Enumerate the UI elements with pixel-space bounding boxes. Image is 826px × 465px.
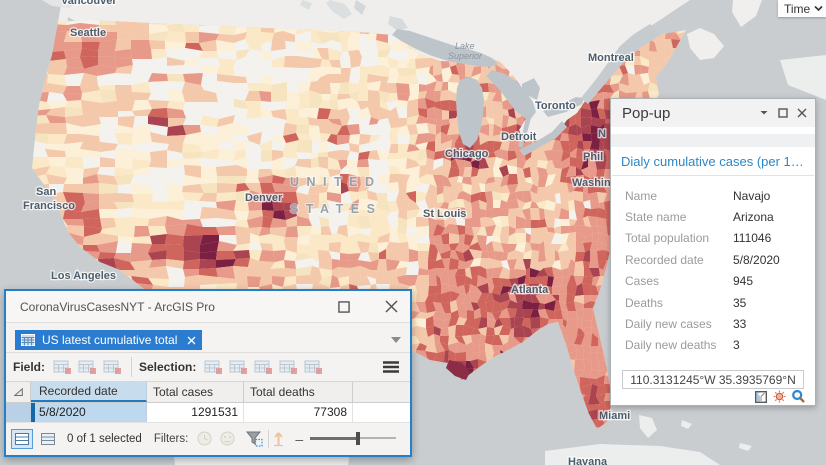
svg-text:Seattle: Seattle bbox=[70, 27, 106, 39]
svg-text:N: N bbox=[598, 128, 606, 140]
svg-text:Denver: Denver bbox=[245, 192, 283, 204]
svg-text:UNITED: UNITED bbox=[290, 175, 382, 189]
svg-text:Los Angeles: Los Angeles bbox=[51, 270, 116, 282]
svg-text:Chicago: Chicago bbox=[445, 148, 489, 160]
svg-text:Washin: Washin bbox=[572, 177, 611, 189]
svg-text:Detroit: Detroit bbox=[501, 131, 537, 143]
svg-text:Vancouver: Vancouver bbox=[61, 0, 117, 7]
svg-text:Atlanta: Atlanta bbox=[511, 284, 549, 296]
svg-text:St Louis: St Louis bbox=[423, 208, 466, 220]
svg-text:Francisco: Francisco bbox=[23, 200, 75, 212]
svg-text:Havana: Havana bbox=[568, 456, 608, 465]
svg-text:Phil: Phil bbox=[583, 151, 603, 163]
svg-text:Montreal: Montreal bbox=[588, 52, 634, 64]
svg-text:Toronto: Toronto bbox=[535, 100, 576, 112]
svg-text:STATES: STATES bbox=[290, 202, 382, 216]
svg-text:San: San bbox=[36, 186, 56, 198]
svg-text:Miami: Miami bbox=[599, 410, 630, 422]
svg-text:Lake: Lake bbox=[455, 41, 475, 51]
svg-text:Superior: Superior bbox=[448, 51, 483, 61]
